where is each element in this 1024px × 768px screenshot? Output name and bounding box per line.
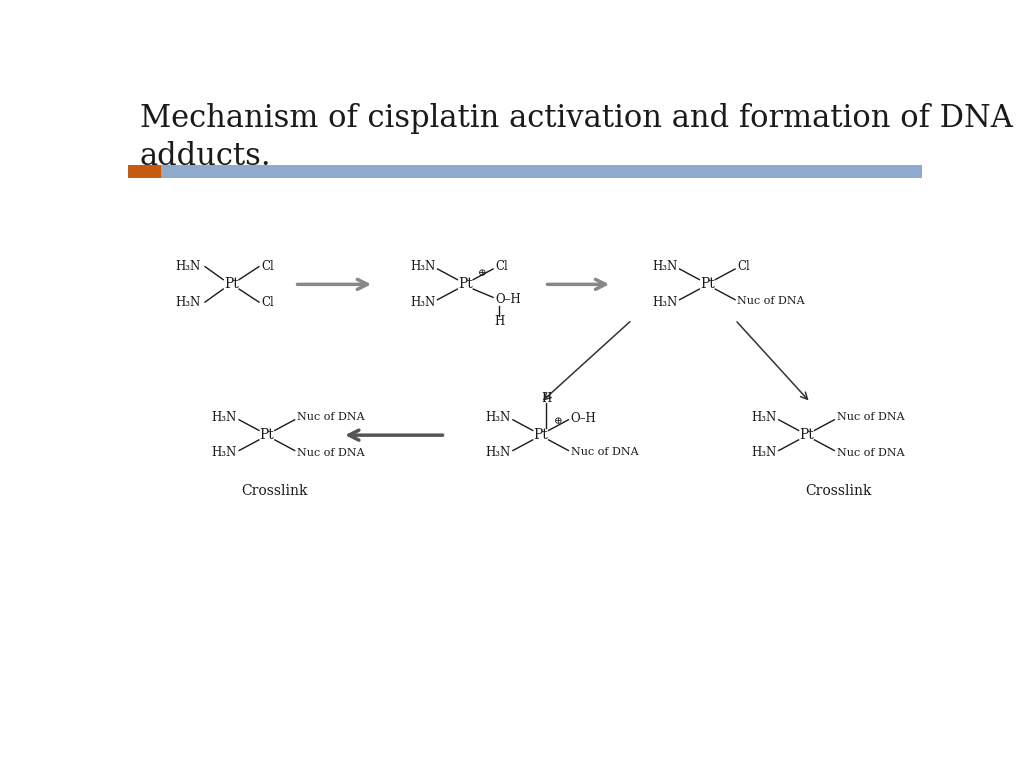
Text: H₃N: H₃N (410, 260, 435, 273)
Text: H₃N: H₃N (176, 296, 201, 309)
FancyBboxPatch shape (162, 165, 922, 178)
Text: Pt: Pt (224, 277, 239, 291)
Text: Pt: Pt (534, 428, 548, 442)
Text: H₃N: H₃N (176, 260, 201, 273)
Text: Crosslink: Crosslink (242, 485, 308, 498)
Text: ⊕: ⊕ (478, 270, 487, 278)
Text: H₃N: H₃N (410, 296, 435, 309)
Text: H₃N: H₃N (752, 446, 776, 459)
Text: Cl: Cl (261, 260, 274, 273)
Text: H: H (541, 392, 551, 405)
Text: H₃N: H₃N (485, 411, 511, 424)
Text: Nuc of DNA: Nuc of DNA (837, 448, 904, 458)
Text: H₃N: H₃N (652, 296, 677, 309)
Text: Pt: Pt (458, 277, 473, 291)
Text: O–H: O–H (496, 293, 521, 306)
Text: Pt: Pt (259, 428, 274, 442)
Text: ⊕: ⊕ (554, 418, 562, 427)
Text: Nuc of DNA: Nuc of DNA (837, 412, 904, 422)
Text: H₃N: H₃N (652, 260, 677, 273)
Text: H₃N: H₃N (212, 411, 237, 424)
Text: Cl: Cl (261, 296, 274, 309)
Text: Nuc of DNA: Nuc of DNA (297, 448, 365, 458)
Text: Nuc of DNA: Nuc of DNA (737, 296, 805, 306)
Text: Cl: Cl (737, 260, 751, 273)
Text: Pt: Pt (799, 428, 814, 442)
Text: Pt: Pt (700, 277, 715, 291)
Text: Nuc of DNA: Nuc of DNA (570, 447, 638, 457)
Text: O–H: O–H (570, 412, 597, 425)
Text: H₃N: H₃N (212, 446, 237, 459)
FancyBboxPatch shape (128, 165, 162, 178)
Text: Nuc of DNA: Nuc of DNA (297, 412, 365, 422)
Text: H: H (495, 315, 505, 327)
Text: Cl: Cl (496, 260, 508, 273)
Text: adducts.: adducts. (140, 141, 271, 172)
Text: Crosslink: Crosslink (805, 485, 871, 498)
Text: Mechanism of cisplatin activation and formation of DNA: Mechanism of cisplatin activation and fo… (140, 103, 1013, 134)
Text: H₃N: H₃N (752, 411, 776, 424)
Text: H₃N: H₃N (485, 446, 511, 459)
